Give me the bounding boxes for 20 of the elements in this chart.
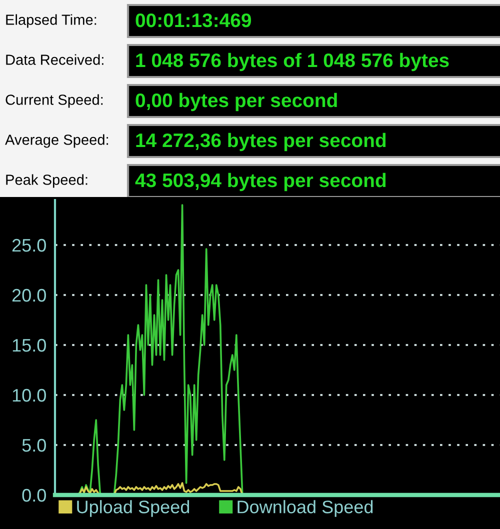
y-tick-label: 25.0	[12, 238, 46, 252]
y-tick-label: 0.0	[22, 488, 46, 502]
y-tick-label: 10.0	[12, 388, 46, 402]
legend-label: Download Speed	[238, 500, 373, 517]
y-tick-label: 5.0	[22, 438, 46, 452]
y-tick-label: 20.0	[12, 288, 46, 302]
legend-label: Upload Speed	[77, 500, 190, 517]
text: 43 503,94 bytes per second	[135, 172, 386, 192]
text: Elapsed Time:	[6, 14, 96, 28]
text: Data Received:	[6, 54, 104, 65]
text: Average Speed:	[5, 134, 108, 148]
text: 0,00 bytes per second	[136, 92, 337, 112]
text: Current Speed:	[6, 94, 103, 108]
text: 1 048 576 bytes of 1 048 576 bytes	[136, 52, 449, 72]
text: 14 272,36 bytes per second	[136, 132, 386, 152]
line-series	[77, 482, 244, 495]
y-tick-label: 15.0	[12, 338, 46, 352]
text: Peak Speed:	[6, 174, 88, 188]
text: 00:01:13:469	[136, 13, 252, 28]
line-series	[77, 204, 244, 495]
